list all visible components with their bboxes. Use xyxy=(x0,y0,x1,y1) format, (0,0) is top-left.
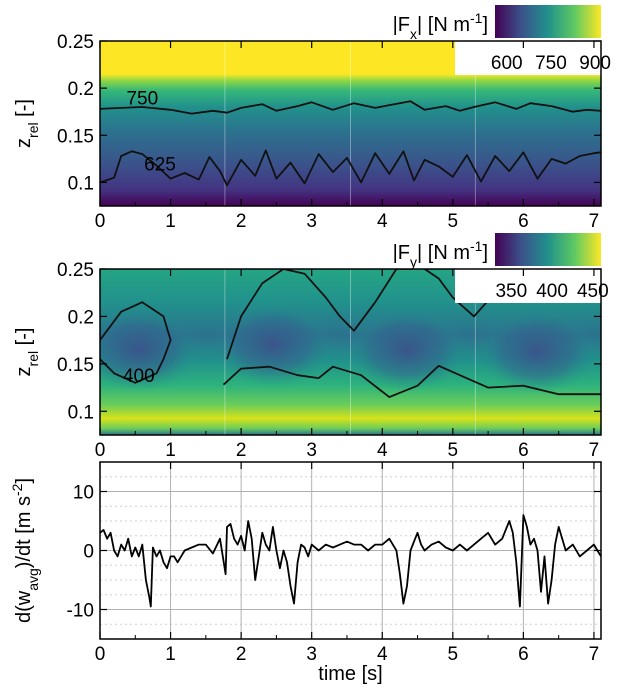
colorbar xyxy=(495,5,601,38)
y-tick-label: 0.2 xyxy=(68,307,94,328)
x-tick-label: 5 xyxy=(448,440,459,461)
y-tick-label: 10 xyxy=(73,483,94,504)
x-tick-label: 3 xyxy=(306,440,317,461)
colorbar-tick-label: 900 xyxy=(579,53,611,74)
x-tick-label: 3 xyxy=(306,211,317,232)
x-tick-label: 1 xyxy=(165,211,176,232)
x-tick-label: 2 xyxy=(236,211,247,232)
x-tick-label: 7 xyxy=(589,211,600,232)
x-tick-label: 2 xyxy=(236,644,247,665)
colorbar-tick-label: 400 xyxy=(536,281,568,302)
y-axis-label: zrel [-] xyxy=(13,328,41,377)
x-tick-label: 7 xyxy=(589,440,600,461)
x-tick-label: 4 xyxy=(377,211,388,232)
y-axis-label: zrel [-] xyxy=(13,99,41,148)
colorbar-tick-label: 600 xyxy=(491,53,523,74)
low-force-region-3 xyxy=(477,309,598,394)
contour-line-750-0 xyxy=(100,100,601,115)
contour-label: 400 xyxy=(123,366,155,387)
panel-0: 750 625 |Fx| [N m-1]600 750 900 zrel [-] 0 1 2 3 4… xyxy=(13,5,611,232)
x-tick-label: 1 xyxy=(165,440,176,461)
low-force-region-2 xyxy=(346,307,467,392)
contour-label: 625 xyxy=(144,155,176,176)
colorbar xyxy=(495,233,601,266)
y-tick-label: 0.15 xyxy=(57,126,94,147)
series-line-group xyxy=(100,514,601,608)
axes-frame xyxy=(99,268,602,436)
colorbar-tick-label: 750 xyxy=(535,53,567,74)
contour-line-625-1 xyxy=(100,149,601,187)
x-tick-label: 4 xyxy=(377,440,388,461)
low-force-region-1 xyxy=(212,302,333,387)
x-tick-label: 0 xyxy=(95,440,106,461)
x-tick-label: 7 xyxy=(589,644,600,665)
x-tick-label: 0 xyxy=(95,644,106,665)
y-axis-label: d(wavg)/dt [m s-2] xyxy=(9,478,41,623)
series-line xyxy=(100,514,601,608)
x-tick-label: 1 xyxy=(165,644,176,665)
axes-frame xyxy=(99,40,602,207)
x-tick-label: 3 xyxy=(306,644,317,665)
x-tick-label: 5 xyxy=(448,644,459,665)
y-tick-label: 0.1 xyxy=(68,402,94,423)
x-tick-label: 0 xyxy=(95,211,106,232)
x-tick-label: 2 xyxy=(236,440,247,461)
contour-line-400-1 xyxy=(222,364,601,398)
colorbar-tick-label: 450 xyxy=(577,281,609,302)
x-tick-label: 4 xyxy=(377,644,388,665)
y-tick-label: -10 xyxy=(67,601,94,622)
y-tick-label: 0.2 xyxy=(68,79,94,100)
y-tick-label: 0 xyxy=(83,542,94,563)
colorbar-tick-label: 350 xyxy=(495,281,527,302)
colorbar-title: |Fx| [N m-1] xyxy=(393,10,488,42)
colorbar-background xyxy=(455,39,601,75)
contour-label: 750 xyxy=(126,89,158,110)
x-tick-label: 6 xyxy=(518,440,529,461)
x-tick-label: 6 xyxy=(518,211,529,232)
y-tick-label: 0.25 xyxy=(57,260,94,281)
x-axis-label: time [s] xyxy=(318,663,382,685)
y-tick-label: 0.25 xyxy=(57,32,94,53)
low-force-region-0 xyxy=(100,307,199,392)
panel-2: d(wavg)/dt [m s-2] time [s] 0 1 2 3 4 5 6 7 -10 0 10 xyxy=(9,461,602,685)
x-tick-label: 5 xyxy=(448,211,459,232)
y-tick-label: 0.15 xyxy=(57,355,94,376)
contour-line-400-0 xyxy=(100,301,172,384)
panel-1: 400 |Fy| [N m-1] 350 400 450 zrel [-] 0 1 2 3 4 5 6 7… xyxy=(13,233,609,461)
contour-line-400-2 xyxy=(226,269,411,360)
y-tick-label: 0.1 xyxy=(68,173,94,194)
colorbar-background xyxy=(455,267,601,303)
x-tick-label: 6 xyxy=(518,644,529,665)
colorbar-title: |Fy| [N m-1] xyxy=(393,238,488,270)
